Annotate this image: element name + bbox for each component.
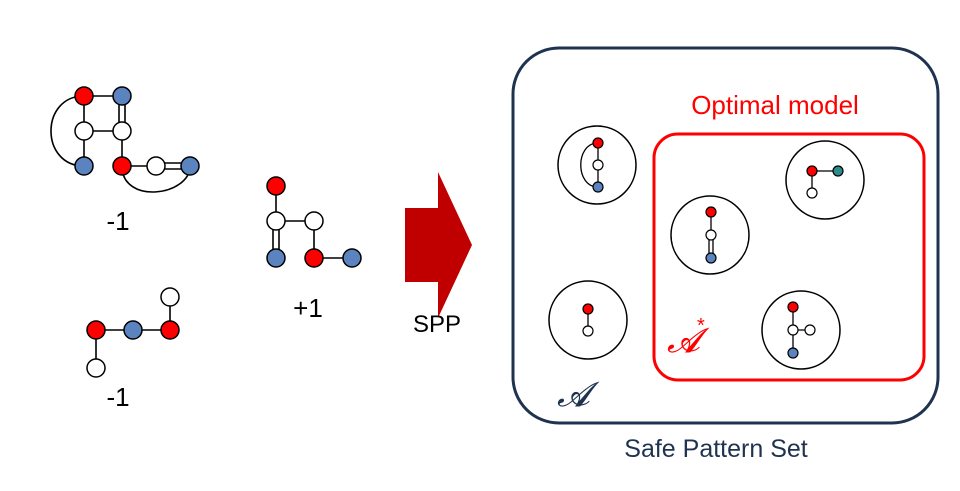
white-node xyxy=(787,324,799,336)
right-arrow-icon xyxy=(405,172,472,318)
pattern-circle xyxy=(785,140,865,220)
blue-node xyxy=(266,248,286,268)
white-node xyxy=(806,187,818,199)
blue-node xyxy=(787,347,799,359)
blue-node xyxy=(123,320,143,340)
blue-node xyxy=(342,248,362,268)
teal-node xyxy=(832,165,844,177)
blue-node xyxy=(705,252,717,264)
white-node xyxy=(804,324,816,336)
red-node xyxy=(582,303,594,315)
red-node xyxy=(74,86,94,106)
caption: Safe Pattern Set xyxy=(624,435,808,463)
white-node xyxy=(160,287,180,307)
pattern-curved-edge xyxy=(580,142,599,188)
white-node xyxy=(112,121,132,141)
inner-set-superscript: * xyxy=(697,315,705,337)
pattern-circle xyxy=(548,280,628,360)
safe-pattern-set-box xyxy=(511,46,940,425)
graph-2-nodes xyxy=(86,287,180,378)
blue-node xyxy=(592,181,604,193)
blue-node xyxy=(180,156,200,176)
white-node xyxy=(146,156,166,176)
red-node xyxy=(86,320,106,340)
red-node xyxy=(304,248,324,268)
white-node xyxy=(705,229,717,241)
graph-3-label: +1 xyxy=(293,293,323,323)
outer-set-symbol: 𝓐 xyxy=(557,375,600,415)
graph-1 xyxy=(50,95,191,193)
graph-1-curved-edge-left xyxy=(50,95,85,167)
red-node xyxy=(266,176,286,196)
arrow-label: SPP xyxy=(413,311,461,338)
white-node xyxy=(266,211,286,231)
pattern-circle xyxy=(761,290,841,370)
blue-node xyxy=(112,86,132,106)
red-node xyxy=(705,206,717,218)
blue-node xyxy=(74,156,94,176)
graph-3-nodes xyxy=(266,176,362,268)
pattern-circle xyxy=(670,195,750,275)
white-node xyxy=(74,121,94,141)
graph-1-nodes xyxy=(74,86,200,176)
red-node xyxy=(160,320,180,340)
optimal-model-box xyxy=(652,132,926,382)
pattern-circle-border xyxy=(785,140,865,220)
graph-1-label: -1 xyxy=(106,206,129,236)
graph-2-label: -1 xyxy=(106,382,129,412)
red-node xyxy=(112,156,132,176)
white-node xyxy=(582,325,594,337)
pattern-circle xyxy=(557,125,637,205)
red-node xyxy=(592,137,604,149)
white-node xyxy=(86,358,106,378)
white-node xyxy=(304,211,324,231)
red-node xyxy=(787,301,799,313)
white-node xyxy=(592,159,604,171)
red-node xyxy=(806,165,818,177)
optimal-model-title: Optimal model xyxy=(691,90,859,120)
